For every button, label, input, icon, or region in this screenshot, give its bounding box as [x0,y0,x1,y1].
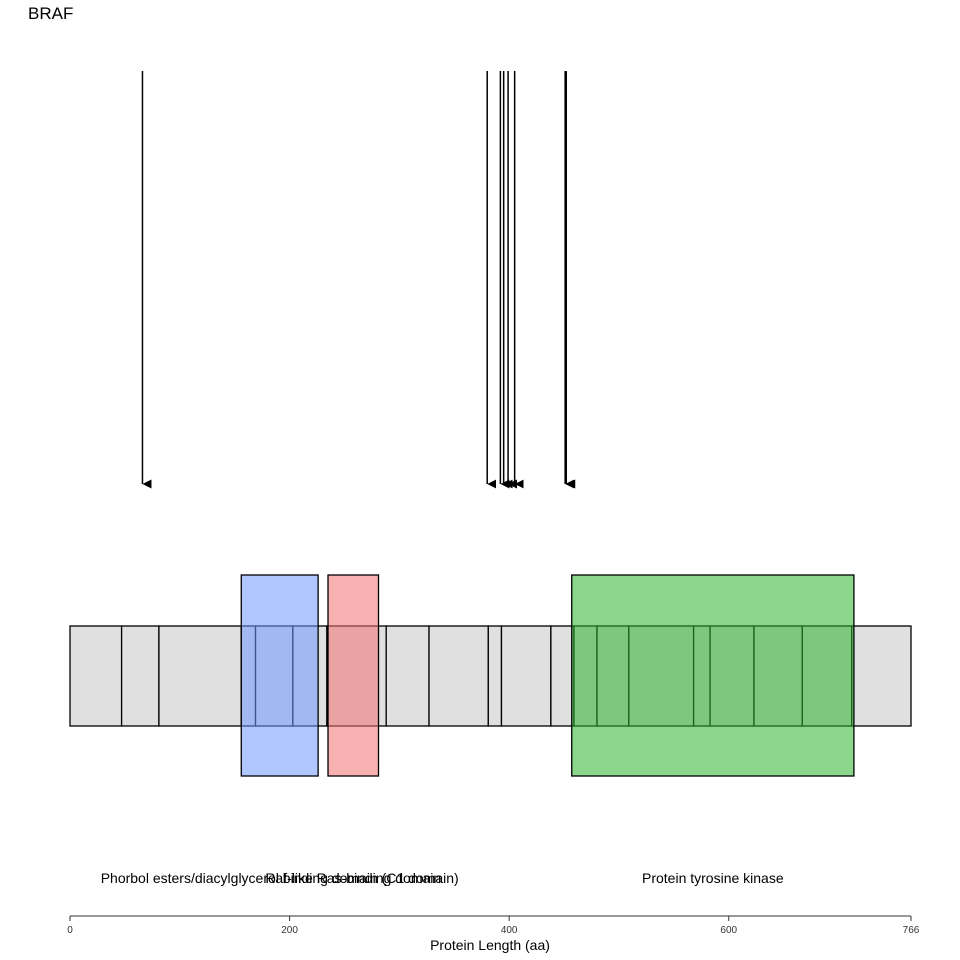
domain-layer [240,574,855,777]
exon-segment [158,625,242,727]
domain-box [327,574,380,777]
x-axis-title: Protein Length (aa) [430,937,550,953]
x-tick-label: 0 [67,925,73,936]
mutation-arrows [141,71,576,489]
exon-segment [851,625,912,727]
domain-box [571,574,855,777]
x-tick-label: 400 [501,925,518,936]
x-tick-label: 766 [903,925,920,936]
exon-segment [120,625,160,727]
domain-box [240,574,319,777]
x-axis: 0 200 400 600 766 [67,915,920,936]
exon-segment [385,625,430,727]
domain-label: Protein tyrosine kinase [642,870,784,886]
domain-labels: Phorbol esters/diacylglycerol binding do… [101,870,784,886]
plot-title: BRAF [28,4,74,23]
exon-segment [487,625,503,727]
exon-segment [500,625,552,727]
exon-segment [550,625,575,727]
x-tick-label: 600 [720,925,737,936]
domain-label: Phorbol esters/diacylglycerol binding do… [101,870,459,886]
domain-label: Raf-like Ras-binding domain [265,870,441,886]
exon-segment [428,625,489,727]
exon-segment [69,625,123,727]
x-tick-label: 200 [281,925,298,936]
